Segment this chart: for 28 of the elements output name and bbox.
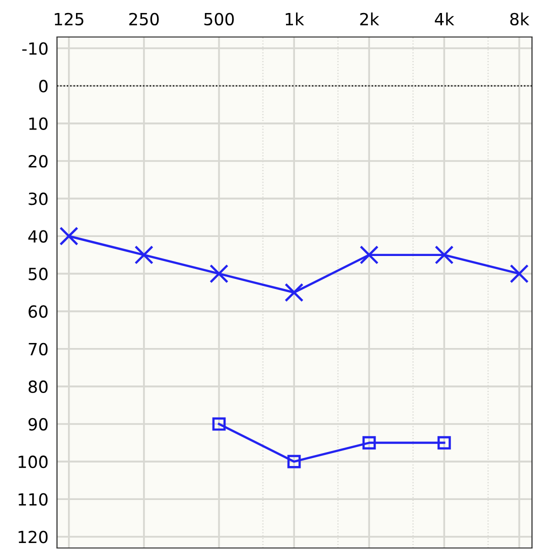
y-tick-label: 30 — [28, 192, 48, 206]
y-tick-label: 100 — [18, 456, 48, 468]
x-tick-label: 125 — [54, 12, 84, 26]
y-tick-label: -10 — [22, 42, 48, 55]
point — [134, 245, 154, 264]
y-tick-label: 90 — [28, 418, 48, 431]
point — [59, 226, 78, 246]
point — [210, 264, 228, 284]
y-tick-label: 20 — [28, 154, 48, 168]
x-tick-label: 1k — [286, 12, 304, 26]
point — [510, 264, 529, 284]
y-tick-label: 120 — [18, 530, 48, 544]
y-tick-label: 110 — [18, 493, 48, 506]
y-tick-label: 80 — [28, 380, 48, 394]
x-tick-label: 250 — [129, 12, 159, 26]
y-tick-label: 40 — [28, 230, 48, 243]
point — [360, 245, 379, 264]
point — [434, 245, 454, 264]
x-tick-label: 2k — [360, 12, 380, 26]
y-tick-label: 50 — [28, 268, 48, 280]
y-tick-label: 70 — [28, 342, 48, 356]
x-tick-label: 4k — [434, 12, 454, 26]
point — [284, 283, 304, 302]
y-tick-label: 60 — [28, 305, 48, 318]
x-tick-label: 500 — [204, 12, 234, 26]
x-tick-label: 8k — [510, 12, 530, 26]
y-tick-label: 10 — [29, 117, 48, 130]
y-tick-label: 0 — [39, 80, 48, 92]
